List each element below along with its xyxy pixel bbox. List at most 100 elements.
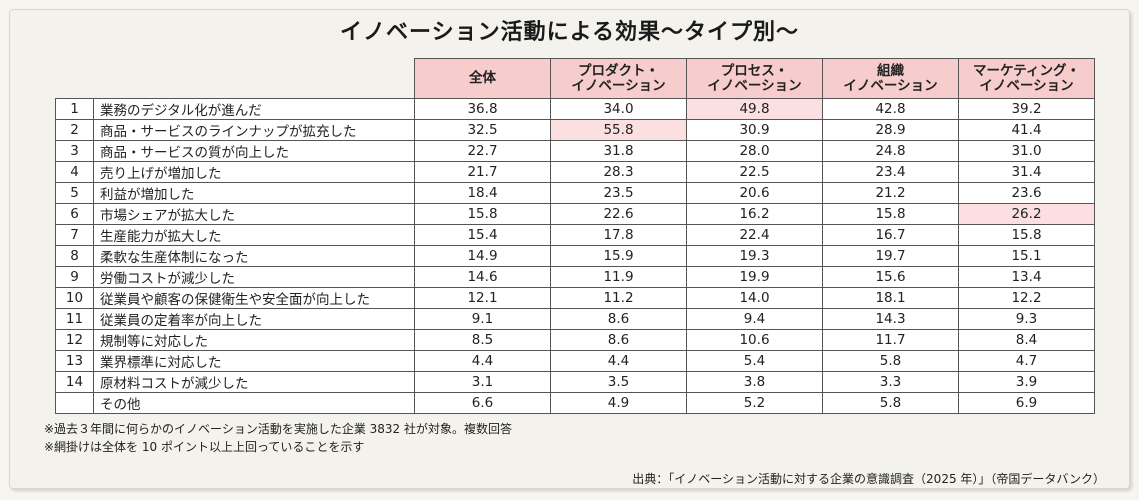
row-number: 12: [55, 329, 94, 351]
row-number: 13: [55, 350, 94, 372]
value-cell: 8.5: [414, 329, 551, 351]
value-cell: 30.9: [686, 119, 823, 141]
value-cell: 10.6: [686, 329, 823, 351]
value-cell: 14.9: [414, 245, 551, 267]
value-cell: 24.8: [822, 140, 959, 162]
table-corner: [55, 58, 415, 99]
table-row: 3 商品・サービスの質が向上した 22.7 31.8 28.0 24.8 31.0: [55, 140, 1095, 162]
value-cell: 26.2: [958, 203, 1095, 225]
value-cell: 11.9: [550, 266, 687, 288]
table-row: 1 業務のデジタル化が進んだ 36.8 34.0 49.8 42.8 39.2: [55, 98, 1095, 120]
value-cell: 5.8: [822, 350, 959, 372]
table-row: 7 生産能力が拡大した 15.4 17.8 22.4 16.7 15.8: [55, 224, 1095, 246]
value-cell: 19.3: [686, 245, 823, 267]
row-item-label: 利益が増加した: [93, 182, 415, 204]
row-number: 3: [55, 140, 94, 162]
row-item-label: 柔軟な生産体制になった: [93, 245, 415, 267]
row-number: [55, 392, 94, 414]
value-cell: 18.4: [414, 182, 551, 204]
value-cell: 19.7: [822, 245, 959, 267]
row-item-label: 従業員や顧客の保健衛生や安全面が向上した: [93, 287, 415, 309]
value-cell: 12.2: [958, 287, 1095, 309]
row-number: 4: [55, 161, 94, 183]
table-header-row: 全体 プロダクト・ イノベーション プロセス・ イノベーション 組織 イノベーシ…: [55, 58, 1095, 99]
value-cell: 6.9: [958, 392, 1095, 414]
table-row: 14 原材料コストが減少した 3.1 3.5 3.8 3.3 3.9: [55, 371, 1095, 393]
row-item-label: 規制等に対応した: [93, 329, 415, 351]
value-cell: 3.3: [822, 371, 959, 393]
value-cell: 8.6: [550, 329, 687, 351]
value-cell: 23.4: [822, 161, 959, 183]
value-cell: 21.7: [414, 161, 551, 183]
value-cell: 39.2: [958, 98, 1095, 120]
value-cell: 41.4: [958, 119, 1095, 141]
value-cell: 6.6: [414, 392, 551, 414]
results-table: 全体 プロダクト・ イノベーション プロセス・ イノベーション 組織 イノベーシ…: [55, 58, 1095, 414]
row-number: 11: [55, 308, 94, 330]
value-cell: 31.0: [958, 140, 1095, 162]
value-cell: 4.7: [958, 350, 1095, 372]
table-row: 13 業界標準に対応した 4.4 4.4 5.4 5.8 4.7: [55, 350, 1095, 372]
row-item-label: 商品・サービスの質が向上した: [93, 140, 415, 162]
row-number: 8: [55, 245, 94, 267]
value-cell: 18.1: [822, 287, 959, 309]
page-title: イノベーション活動による効果～タイプ別～: [340, 20, 799, 45]
row-item-label: 業務のデジタル化が進んだ: [93, 98, 415, 120]
row-number: 10: [55, 287, 94, 309]
table-row: その他 6.6 4.9 5.2 5.8 6.9: [55, 392, 1095, 414]
value-cell: 21.2: [822, 182, 959, 204]
value-cell: 16.7: [822, 224, 959, 246]
row-number: 7: [55, 224, 94, 246]
value-cell: 9.4: [686, 308, 823, 330]
value-cell: 28.9: [822, 119, 959, 141]
value-cell: 4.4: [414, 350, 551, 372]
value-cell: 22.4: [686, 224, 823, 246]
row-item-label: 生産能力が拡大した: [93, 224, 415, 246]
value-cell: 9.3: [958, 308, 1095, 330]
value-cell: 17.8: [550, 224, 687, 246]
row-item-label: 業界標準に対応した: [93, 350, 415, 372]
table-row: 4 売り上げが増加した 21.7 28.3 22.5 23.4 31.4: [55, 161, 1095, 183]
value-cell: 22.5: [686, 161, 823, 183]
value-cell: 15.1: [958, 245, 1095, 267]
notes: ※過去３年間に何らかのイノベーション活動を実施した企業 3832 社が対象。複数…: [44, 420, 512, 456]
value-cell: 42.8: [822, 98, 959, 120]
table-row: 9 労働コストが減少した 14.6 11.9 19.9 15.6 13.4: [55, 266, 1095, 288]
value-cell: 9.1: [414, 308, 551, 330]
column-header-marketing: マーケティング・ イノベーション: [958, 58, 1095, 99]
value-cell: 15.4: [414, 224, 551, 246]
value-cell: 16.2: [686, 203, 823, 225]
value-cell: 36.8: [414, 98, 551, 120]
value-cell: 5.4: [686, 350, 823, 372]
row-item-label: その他: [93, 392, 415, 414]
value-cell: 3.8: [686, 371, 823, 393]
column-header-process: プロセス・ イノベーション: [686, 58, 823, 99]
value-cell: 14.3: [822, 308, 959, 330]
value-cell: 11.2: [550, 287, 687, 309]
table-row: 10 従業員や顧客の保健衛生や安全面が向上した 12.1 11.2 14.0 18.1 12…: [55, 287, 1095, 309]
value-cell: 28.0: [686, 140, 823, 162]
value-cell: 28.3: [550, 161, 687, 183]
column-header-total: 全体: [414, 58, 551, 99]
note-shading: ※網掛けは全体を 10 ポイント以上上回っていることを示す: [44, 440, 365, 454]
value-cell: 8.6: [550, 308, 687, 330]
row-number: 5: [55, 182, 94, 204]
row-item-label: 売り上げが増加した: [93, 161, 415, 183]
value-cell: 20.6: [686, 182, 823, 204]
value-cell: 34.0: [550, 98, 687, 120]
note-respondents: ※過去３年間に何らかのイノベーション活動を実施した企業 3832 社が対象。複数…: [44, 422, 512, 436]
row-item-label: 労働コストが減少した: [93, 266, 415, 288]
value-cell: 5.8: [822, 392, 959, 414]
row-item-label: 市場シェアが拡大した: [93, 203, 415, 225]
value-cell: 14.0: [686, 287, 823, 309]
value-cell: 3.9: [958, 371, 1095, 393]
value-cell: 19.9: [686, 266, 823, 288]
value-cell: 4.9: [550, 392, 687, 414]
value-cell: 15.8: [958, 224, 1095, 246]
row-number: 14: [55, 371, 94, 393]
row-item-label: 原材料コストが減少した: [93, 371, 415, 393]
table-row: 2 商品・サービスのラインナップが拡充した 32.5 55.8 30.9 28.9 41.4: [55, 119, 1095, 141]
table-row: 8 柔軟な生産体制になった 14.9 15.9 19.3 19.7 15.1: [55, 245, 1095, 267]
value-cell: 13.4: [958, 266, 1095, 288]
